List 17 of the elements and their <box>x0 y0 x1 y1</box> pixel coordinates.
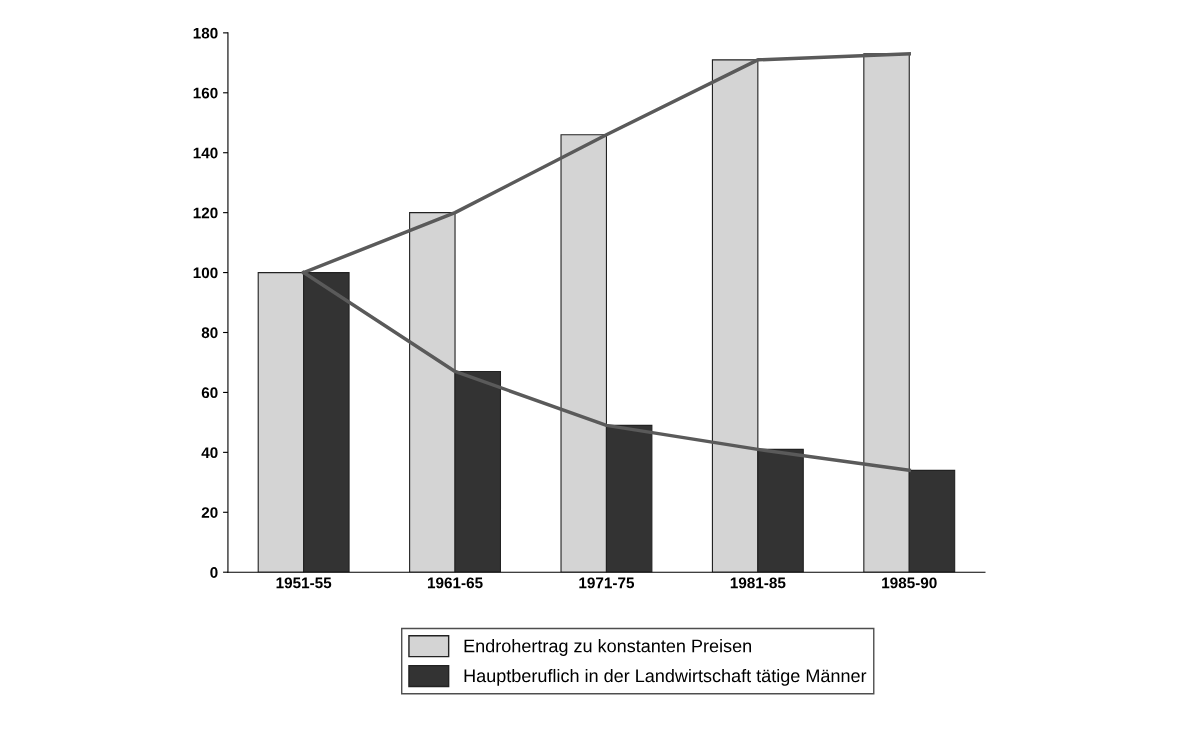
legend-label: Endrohertrag zu konstanten Preisen <box>464 639 751 656</box>
y-tick-label: 20 <box>201 507 218 518</box>
y-tick-label: 60 <box>201 387 218 399</box>
y-tick-label: 180 <box>193 27 218 39</box>
y-tick-label: 80 <box>201 327 218 339</box>
y-tick-label: 160 <box>193 87 218 99</box>
x-tick-label: 1961-65 <box>427 577 483 589</box>
x-tick-label: 1985-90 <box>882 577 937 589</box>
y-tick-label: 0 <box>210 567 218 578</box>
x-tick-label: 1971-75 <box>579 577 635 589</box>
y-tick-label: 40 <box>201 447 218 459</box>
x-tick-label: 1981-85 <box>730 577 786 589</box>
legend-label: Hauptberuflich in der Landwirtschaft tätige Männer <box>464 668 867 686</box>
y-tick-label: 100 <box>193 267 218 279</box>
x-tick-label: 1951-55 <box>276 577 332 589</box>
y-tick-label: 140 <box>193 147 218 159</box>
y-tick-label: 120 <box>193 207 218 219</box>
